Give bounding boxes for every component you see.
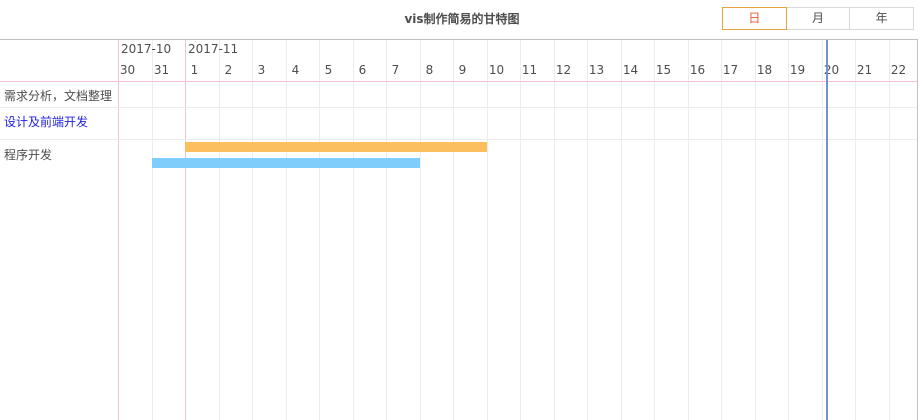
major-axis-label: 2017-10 <box>121 42 172 56</box>
row-divider-line <box>0 107 917 108</box>
day-grid-line <box>822 40 823 420</box>
time-scale-switch: 日 月 年 <box>722 7 915 30</box>
minor-axis-label: 12 <box>555 63 572 77</box>
day-grid-line <box>152 40 153 420</box>
day-grid-line <box>721 40 722 420</box>
day-grid-line <box>755 40 756 420</box>
day-grid-line <box>688 40 689 420</box>
scale-day-button[interactable]: 日 <box>722 7 787 30</box>
day-grid-line <box>621 40 622 420</box>
minor-axis-label: 7 <box>391 63 400 77</box>
minor-axis-label: 1 <box>190 63 199 77</box>
minor-axis-label: 13 <box>588 63 605 77</box>
minor-axis-label: 19 <box>789 63 806 77</box>
row-divider-line <box>0 139 917 140</box>
minor-axis-label: 3 <box>257 63 266 77</box>
current-time-line <box>826 40 828 420</box>
minor-axis-label: 14 <box>622 63 639 77</box>
minor-axis-label: 20 <box>823 63 840 77</box>
day-grid-line <box>453 40 454 420</box>
day-grid-line <box>319 40 320 420</box>
group-label-design-frontend[interactable]: 设计及前端开发 <box>4 115 89 129</box>
minor-axis-label: 5 <box>324 63 333 77</box>
scale-month-button[interactable]: 月 <box>785 7 851 30</box>
day-grid-line <box>554 40 555 420</box>
minor-axis-label: 10 <box>488 63 505 77</box>
scale-year-button[interactable]: 年 <box>849 7 915 30</box>
minor-axis-label: 6 <box>358 63 367 77</box>
day-grid-line <box>252 40 253 420</box>
day-grid-line <box>353 40 354 420</box>
group-label-requirements: 需求分析，文档整理 <box>4 89 113 103</box>
day-grid-line <box>855 40 856 420</box>
minor-axis-label: 15 <box>655 63 672 77</box>
minor-axis-label: 9 <box>458 63 467 77</box>
timeline-bar-item[interactable] <box>185 142 487 152</box>
gantt-timeline[interactable]: 2017-10 2017-11 30 31 1 2 3 4 5 6 7 8 9 10 11 12 13 14 1… <box>0 39 918 420</box>
page-title: vis制作简易的甘特图 <box>404 12 520 26</box>
day-grid-line <box>520 40 521 420</box>
minor-axis-label: 17 <box>722 63 739 77</box>
group-label-development: 程序开发 <box>4 148 53 162</box>
minor-axis-label: 18 <box>756 63 773 77</box>
minor-axis-label: 11 <box>521 63 538 77</box>
minor-axis-label: 4 <box>291 63 300 77</box>
minor-axis-label: 21 <box>856 63 873 77</box>
minor-axis-label: 2 <box>224 63 233 77</box>
minor-axis-label: 31 <box>153 63 170 77</box>
minor-axis-label: 8 <box>425 63 434 77</box>
axis-divider-line <box>0 81 917 82</box>
minor-axis-label: 22 <box>890 63 907 77</box>
day-grid-line <box>654 40 655 420</box>
minor-axis-label: 16 <box>689 63 706 77</box>
day-grid-line <box>286 40 287 420</box>
day-grid-line <box>788 40 789 420</box>
day-grid-line <box>587 40 588 420</box>
day-grid-line <box>420 40 421 420</box>
major-axis-label: 2017-11 <box>188 42 239 56</box>
minor-axis-label: 30 <box>119 63 136 77</box>
axis-boundary-line <box>118 40 119 420</box>
day-grid-line <box>487 40 488 420</box>
month-grid-line <box>185 40 186 420</box>
day-grid-line <box>219 40 220 420</box>
timeline-bar-item[interactable] <box>152 158 420 168</box>
day-grid-line <box>386 40 387 420</box>
day-grid-line <box>889 40 890 420</box>
